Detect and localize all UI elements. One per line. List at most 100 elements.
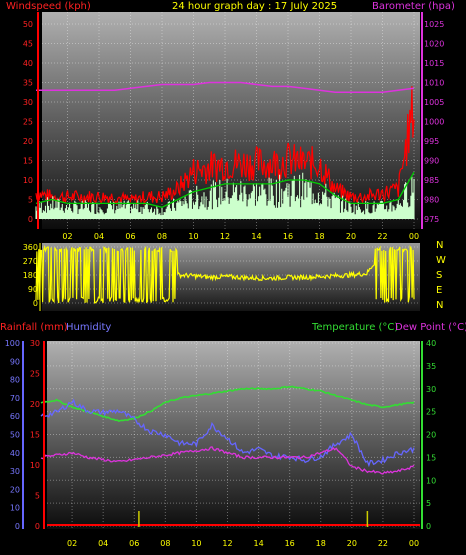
wind-y-tick: 25 bbox=[23, 118, 33, 127]
temp-x-tick: 10 bbox=[191, 539, 201, 548]
humidity-y-tick: 30 bbox=[10, 467, 20, 476]
direction-series bbox=[35, 244, 415, 304]
direction-y-tick: 270 bbox=[23, 257, 38, 266]
wind-y-tick: 35 bbox=[23, 79, 33, 88]
wind-y-tick: 20 bbox=[23, 137, 33, 146]
wind-y-tick: 15 bbox=[23, 157, 33, 166]
temp-x-tick: 14 bbox=[253, 539, 263, 548]
temp-axes: 0510152025303540010203040506070809010005… bbox=[5, 339, 436, 548]
baro-y-tick: 1025 bbox=[424, 20, 444, 29]
wind-x-tick: 00 bbox=[409, 232, 419, 241]
rain-y-tick: 0 bbox=[35, 522, 40, 531]
direction-y-tick: 90 bbox=[28, 285, 38, 294]
temperature-axis-title: Temperature (°C) bbox=[311, 322, 398, 333]
temp-y-tick: 30 bbox=[426, 385, 436, 394]
humidity-y-tick: 40 bbox=[10, 449, 20, 458]
wind-y-tick: 10 bbox=[23, 176, 33, 185]
wind-y-tick: 40 bbox=[23, 59, 33, 68]
wind-x-tick: 16 bbox=[283, 232, 293, 241]
baro-y-tick: 985 bbox=[424, 176, 439, 185]
humidity-y-tick: 10 bbox=[10, 504, 20, 513]
wind-y-tick: 50 bbox=[23, 20, 33, 29]
baro-y-tick: 1005 bbox=[424, 98, 444, 107]
baro-y-tick: 1015 bbox=[424, 59, 444, 68]
temp-plot-area bbox=[47, 341, 420, 529]
temp-x-tick: 16 bbox=[285, 539, 295, 548]
rain-y-tick: 5 bbox=[35, 492, 40, 501]
temp-y-tick: 40 bbox=[426, 339, 436, 348]
baro-y-tick: 1020 bbox=[424, 40, 444, 49]
windspeed-axis-title: Windspeed (kph) bbox=[6, 1, 91, 12]
temp-grid bbox=[47, 341, 420, 529]
direction-y-tick: 0 bbox=[33, 299, 38, 308]
temp-y-tick: 0 bbox=[426, 522, 431, 531]
humidity-y-tick: 70 bbox=[10, 394, 20, 403]
barometer-axis-title: Barometer (hpa) bbox=[372, 1, 455, 12]
dewpoint-line bbox=[40, 446, 415, 475]
wind-y-tick: 0 bbox=[28, 215, 33, 224]
baro-y-tick: 995 bbox=[424, 137, 439, 146]
temp-x-tick: 22 bbox=[378, 539, 388, 548]
wind-axes: 0510152025303540455097598098599099510001… bbox=[23, 12, 444, 241]
wind-series bbox=[35, 81, 415, 219]
direction-plot-area bbox=[42, 243, 420, 311]
direction-y-tick: 360 bbox=[23, 243, 38, 252]
temp-y-tick: 35 bbox=[426, 362, 436, 371]
wind-x-tick: 20 bbox=[346, 232, 356, 241]
compass-label: N bbox=[436, 300, 443, 311]
rainfall-axis-title: Rainfall (mm) bbox=[0, 322, 68, 333]
temp-series bbox=[40, 385, 420, 527]
temp-y-tick: 25 bbox=[426, 408, 436, 417]
temp-x-tick: 00 bbox=[409, 539, 419, 548]
humidity-y-tick: 50 bbox=[10, 431, 20, 440]
humidity-line bbox=[40, 398, 415, 468]
baro-y-tick: 1010 bbox=[424, 79, 444, 88]
humidity-y-tick: 100 bbox=[5, 339, 20, 348]
wind-x-tick: 22 bbox=[377, 232, 387, 241]
rain-y-tick: 20 bbox=[30, 400, 40, 409]
wind-x-tick: 02 bbox=[62, 232, 72, 241]
humidity-y-tick: 90 bbox=[10, 357, 20, 366]
temp-x-tick: 06 bbox=[129, 539, 139, 548]
temp-y-tick: 15 bbox=[426, 453, 436, 462]
temp-x-tick: 12 bbox=[222, 539, 232, 548]
wind-average-line bbox=[35, 171, 415, 208]
temp-x-tick: 20 bbox=[347, 539, 357, 548]
wind-x-tick: 06 bbox=[125, 232, 135, 241]
wind-x-tick: 12 bbox=[220, 232, 230, 241]
baro-y-tick: 980 bbox=[424, 196, 439, 205]
rain-y-tick: 25 bbox=[30, 370, 40, 379]
compass-label: E bbox=[436, 285, 442, 296]
rain-y-tick: 30 bbox=[30, 339, 40, 348]
temp-y-tick: 20 bbox=[426, 431, 436, 440]
temp-x-tick: 04 bbox=[98, 539, 108, 548]
humidity-y-tick: 0 bbox=[15, 522, 20, 531]
compass-label: N bbox=[436, 240, 443, 251]
rain-y-tick: 10 bbox=[30, 461, 40, 470]
humidity-axis-title: Humidity bbox=[66, 322, 111, 333]
wind-grid bbox=[42, 12, 420, 229]
wind-x-tick: 04 bbox=[94, 232, 104, 241]
wind-fill bbox=[35, 172, 415, 219]
compass-label: S bbox=[436, 270, 442, 281]
wind-y-tick: 30 bbox=[23, 98, 33, 107]
direction-y-tick: 180 bbox=[23, 271, 38, 280]
wind-x-tick: 18 bbox=[314, 232, 324, 241]
direction-line bbox=[35, 244, 415, 304]
wind-plot-area bbox=[42, 12, 420, 229]
humidity-y-tick: 60 bbox=[10, 412, 20, 421]
wind-x-tick: 14 bbox=[251, 232, 261, 241]
humidity-y-tick: 20 bbox=[10, 485, 20, 494]
temp-x-tick: 08 bbox=[160, 539, 170, 548]
chart-title: 24 hour graph day : 17 July 2025 bbox=[172, 1, 337, 12]
wind-x-tick: 08 bbox=[157, 232, 167, 241]
baro-y-tick: 1000 bbox=[424, 118, 444, 127]
baro-y-tick: 975 bbox=[424, 215, 439, 224]
baro-y-tick: 990 bbox=[424, 157, 439, 166]
temp-x-tick: 02 bbox=[67, 539, 77, 548]
humidity-y-tick: 80 bbox=[10, 376, 20, 385]
rain-y-tick: 15 bbox=[30, 431, 40, 440]
compass-label: W bbox=[436, 255, 446, 266]
